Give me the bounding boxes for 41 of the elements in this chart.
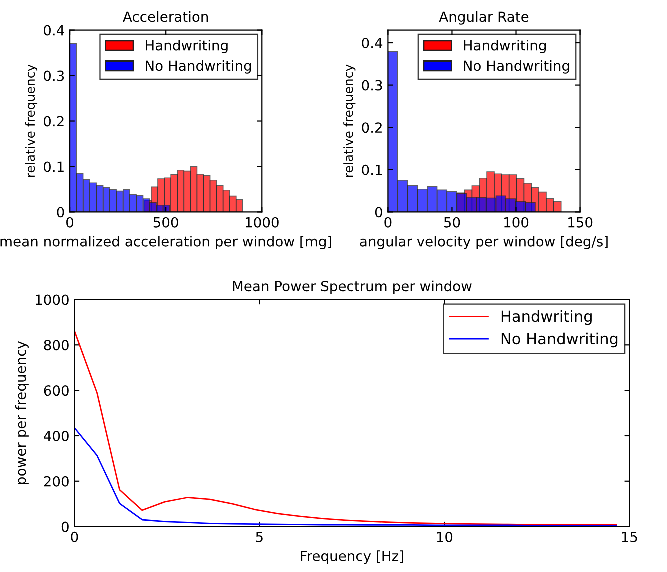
x-tick-label: 15 [622,532,638,542]
legend-label: No Handwriting [502,332,618,348]
y-tick-label: 0.3 [44,70,64,82]
y-tick-label: 0.2 [362,122,382,134]
y-axis-title: power per frequency [16,341,29,484]
legend-label: Handwriting [502,310,592,326]
x-tick-label: 150 [568,217,593,228]
y-tick-label: 0.1 [362,164,382,176]
y-tick-label: 0.4 [362,38,383,48]
y-tick-label: 400 [44,430,69,442]
y-axis-title: relative frequency [344,64,356,178]
x-tick-label: 0 [71,532,78,542]
y-tick-label: 800 [44,340,69,351]
x-tick-label: 5 [256,532,263,542]
y-tick-label: 600 [44,386,69,396]
x-tick-label: 10 [437,532,453,542]
chart-title: Mean Power Spectrum per window [233,280,472,294]
legend-label: No Handwriting [146,60,252,74]
y-tick-label: 1000 [36,294,69,306]
x-tick-label: 100 [504,217,529,228]
y-tick-label: 0.1 [44,162,64,172]
x-axis-title: mean normalized acceleration per window [mg] [0,236,332,250]
x-axis-title: angular velocity per window [deg/s] [360,236,608,250]
y-tick-label: 0.3 [362,80,382,91]
legend-label: Handwriting [464,40,546,54]
x-tick-label: 1000 [246,217,279,228]
chart-title: Angular Rate [439,11,529,25]
y-tick-label: 200 [44,476,69,487]
legend-label: No Handwriting [464,60,570,74]
y-axis-title: relative frequency [25,64,38,178]
x-tick-label: 0 [384,217,392,228]
y-tick-label: 0.2 [44,116,64,127]
y-tick-label: 0 [57,207,64,218]
x-tick-label: 50 [444,217,460,228]
y-tick-label: 0.4 [44,25,64,36]
legend-label: Handwriting [146,40,228,54]
chart-title: Acceleration [123,11,208,22]
x-axis-title: Frequency [Hz] [301,550,404,564]
x-tick-label: 500 [154,217,178,228]
y-tick-label: 0 [62,522,69,532]
y-tick-label: 0 [375,207,382,218]
